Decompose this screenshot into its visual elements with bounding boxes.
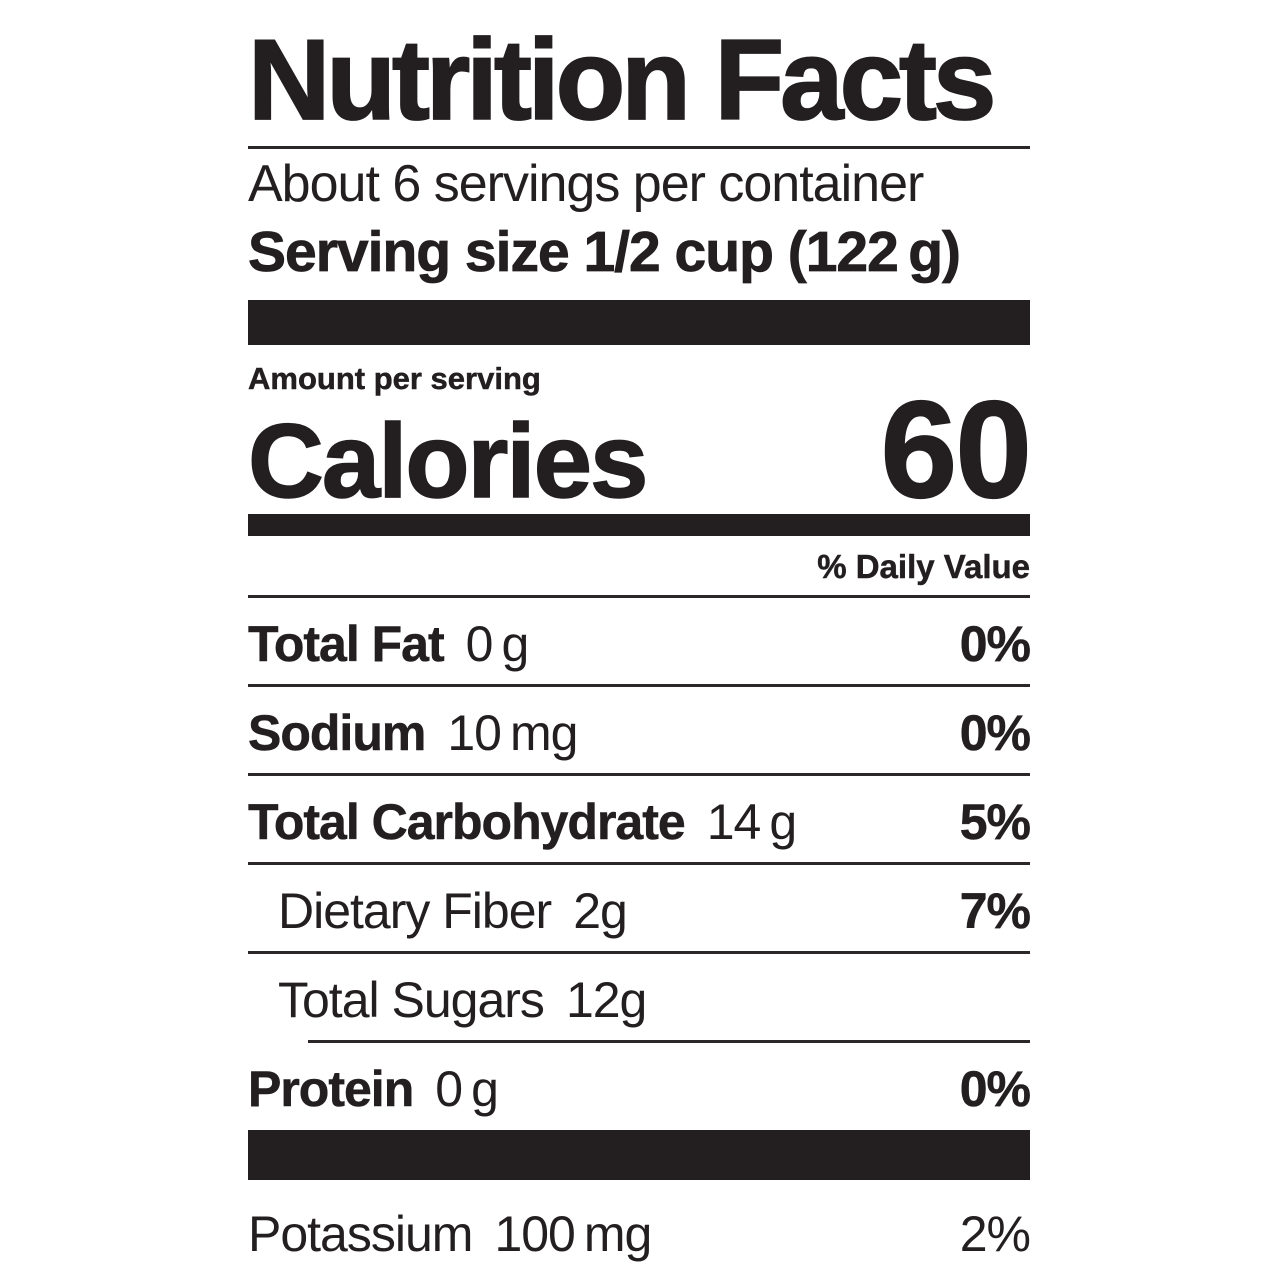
daily-value-header: % Daily Value: [817, 548, 1030, 586]
nutrient-daily-value: 0%: [959, 705, 1031, 762]
nutrient-amount: 10 mg: [447, 705, 578, 762]
nutrient-amount: 14 g: [706, 794, 797, 851]
nutrient-row-left: Protein 0 g: [248, 1060, 499, 1118]
nutrient-name: Protein: [248, 1061, 415, 1118]
nutrient-name: Total Carbohydrate: [248, 794, 686, 851]
nutrient-daily-value: 2%: [959, 1206, 1031, 1263]
nutrient-row: Dietary Fiber 2g 7%: [248, 865, 1031, 951]
nutrient-row: Protein 0 g 0%: [248, 1043, 1032, 1129]
calories-row: Calories 60: [247, 373, 1033, 528]
label-title: Nutrition Facts: [247, 17, 997, 144]
nutrition-facts-label: Nutrition Facts About 6 servings per con…: [247, 17, 1033, 1263]
nutrient-amount: 100 mg: [494, 1206, 652, 1263]
row-divider: [248, 773, 1030, 777]
nutrient-row-left: Total Carbohydrate 14 g: [248, 793, 797, 851]
calories-label: Calories: [247, 403, 649, 521]
section-bar-top: [248, 300, 1030, 346]
nutrient-daily-value: 0%: [959, 1061, 1031, 1118]
nutrient-row: Total Fat 0 g 0%: [248, 598, 1032, 684]
nutrient-name: Potassium: [248, 1206, 473, 1263]
row-divider: [248, 862, 1030, 866]
nutrient-name: Sodium: [248, 705, 427, 762]
nutrient-row: Total Carbohydrate 14 g 5%: [248, 776, 1032, 862]
nutrient-row: Potassium 100 mg 2%: [248, 1180, 1031, 1263]
nutrient-amount: 0 g: [435, 1061, 499, 1118]
serving-size: Serving size 1/2 cup (122 g): [248, 219, 962, 284]
nutrient-row-left: Potassium 100 mg: [248, 1205, 652, 1263]
row-divider: [248, 684, 1030, 688]
nutrient-row: Total Sugars 12g: [248, 954, 1030, 1040]
nutrient-row: Sodium 10 mg 0%: [248, 687, 1032, 773]
title-divider: [248, 145, 1030, 149]
nutrient-list: Total Fat 0 g 0% Sodium 10 mg 0% Total Car…: [248, 598, 1032, 1129]
footer-nutrient-list: Potassium 100 mg 2%: [248, 1180, 1031, 1263]
nutrient-amount: 0 g: [465, 616, 530, 673]
nutrient-row-left: Sodium 10 mg: [248, 704, 579, 762]
nutrient-daily-value: 5%: [959, 794, 1031, 851]
nutrient-row-left: Dietary Fiber 2g: [278, 882, 628, 940]
nutrient-amount: 2g: [573, 883, 628, 940]
nutrient-row-left: Total Sugars 12g: [278, 971, 647, 1029]
row-divider: [308, 1040, 1030, 1044]
calories-divider-bar: [248, 514, 1030, 537]
nutrient-row-left: Total Fat 0 g: [248, 615, 530, 673]
nutrient-amount: 12g: [565, 972, 647, 1029]
amount-per-serving-label: Amount per serving: [248, 361, 541, 397]
row-divider: [248, 951, 1030, 955]
nutrient-daily-value: 7%: [959, 883, 1031, 940]
nutrient-name: Total Sugars: [278, 972, 545, 1029]
daily-value-divider: [248, 595, 1030, 599]
nutrient-daily-value: 0%: [959, 616, 1031, 673]
section-bar-bottom: [248, 1130, 1030, 1181]
nutrient-name: Dietary Fiber: [278, 883, 552, 940]
nutrient-name: Total Fat: [248, 616, 445, 673]
servings-per-container: About 6 servings per container: [248, 154, 924, 213]
calories-value: 60: [880, 373, 1033, 528]
